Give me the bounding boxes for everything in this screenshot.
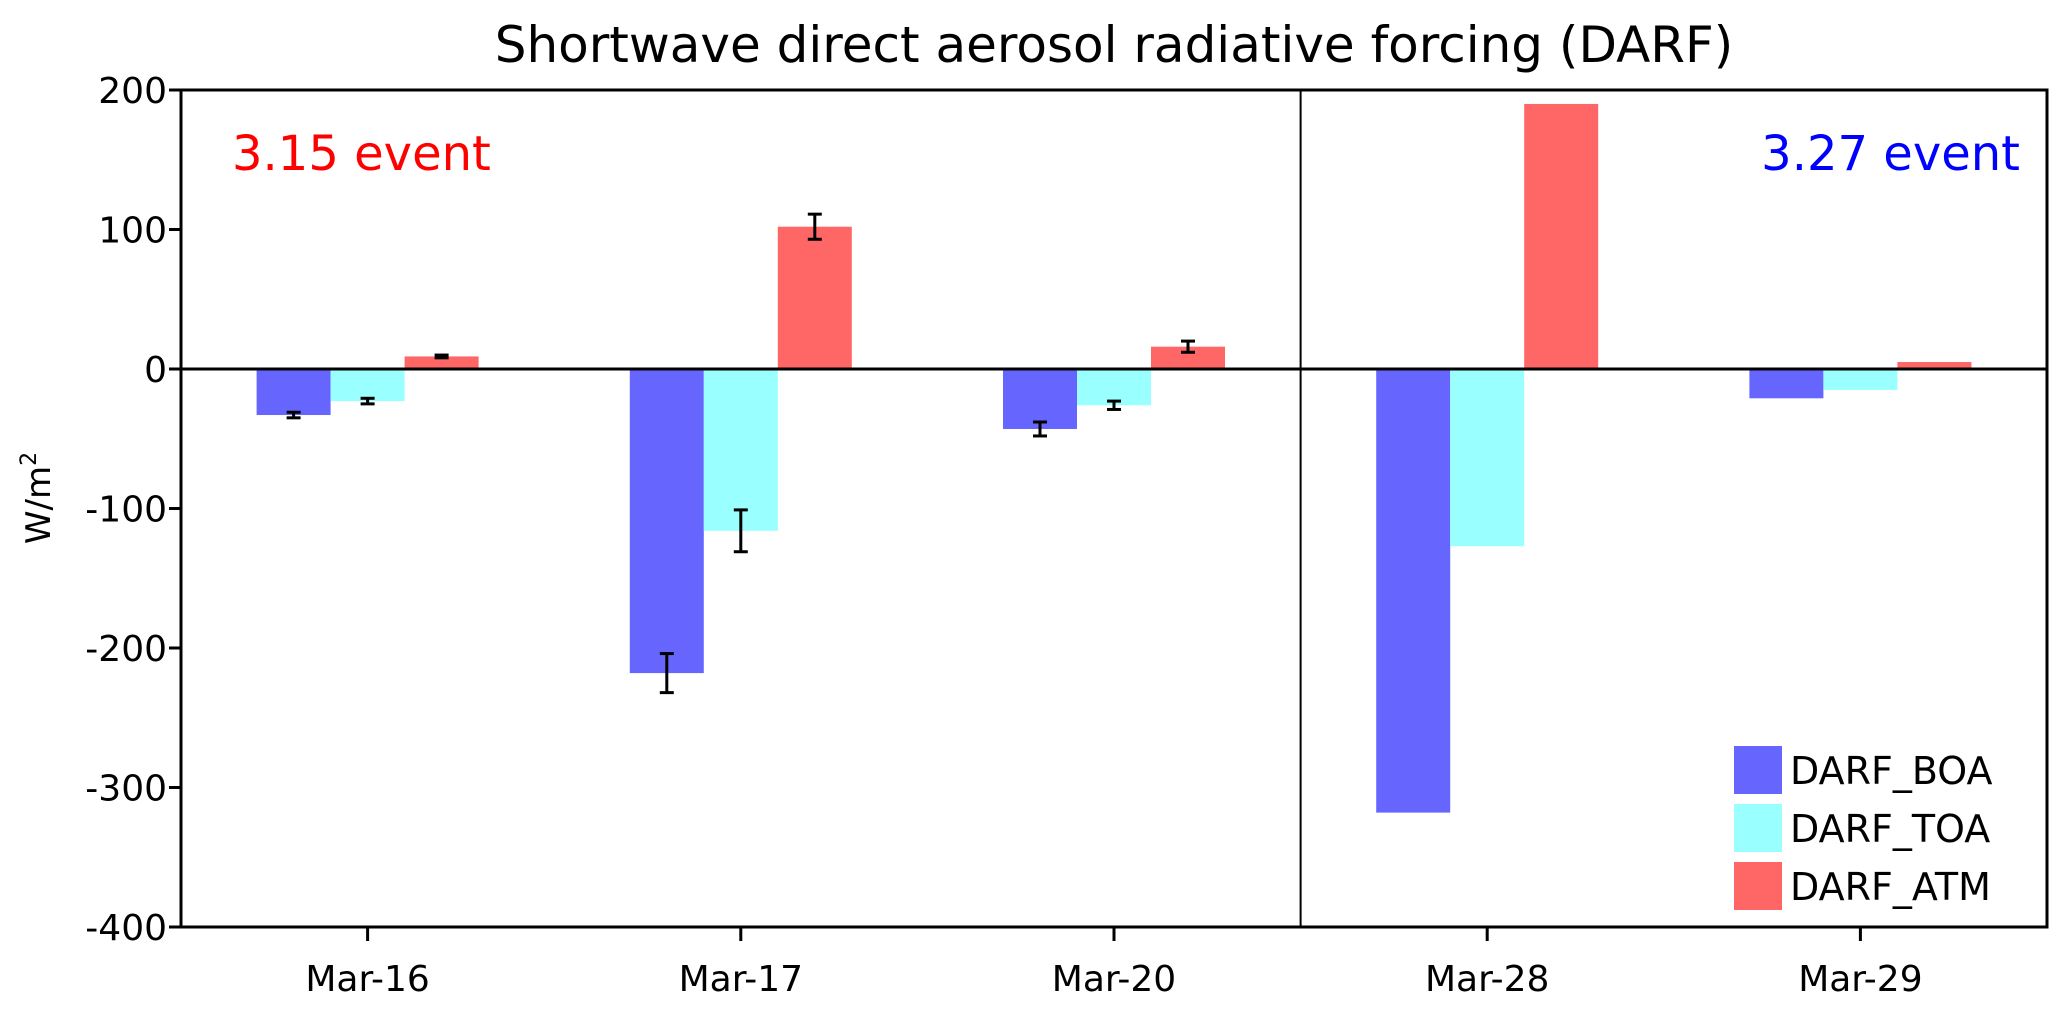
bar-darf-atm-mar-20 (1151, 346, 1225, 369)
y-tick-label: 100 (98, 211, 167, 252)
legend-swatch-darf-atm (1734, 862, 1782, 910)
x-tick-label-mar-17: Mar-17 (679, 959, 803, 1000)
bar-darf-boa-mar-16 (256, 369, 331, 416)
bar-darf-atm-mar-28 (1524, 103, 1599, 369)
bar-darf-atm-mar-29 (1897, 362, 1972, 369)
y-tick-label: -400 (85, 908, 167, 949)
annotation-3-27-event: 3.27 event (1761, 126, 2020, 182)
bar-darf-boa-mar-17 (629, 369, 704, 674)
legend-label-darf-toa: DARF_TOA (1790, 807, 1990, 851)
y-axis-label-text: W/m (19, 466, 59, 544)
bar-darf-toa-mar-29 (1823, 369, 1898, 390)
bar-darf-boa-mar-28 (1376, 369, 1451, 813)
bar-darf-toa-mar-16 (330, 369, 405, 402)
y-axis-label: W/m2 (17, 452, 59, 544)
y-tick-label: -300 (85, 769, 167, 810)
svg-text:W/m2: W/m2 (17, 452, 59, 544)
y-tick-label: 0 (144, 350, 167, 391)
bar-darf-atm-mar-16 (404, 356, 479, 369)
x-tick-label-mar-29: Mar-29 (1798, 959, 1922, 1000)
bar-darf-atm-mar-17 (777, 226, 852, 369)
y-tick-label: -200 (85, 629, 167, 670)
bar-darf-toa-mar-17 (703, 369, 778, 531)
legend-swatch-darf-boa (1734, 746, 1782, 794)
legend-label-darf-boa: DARF_BOA (1790, 749, 1993, 793)
x-tick-label-mar-20: Mar-20 (1052, 959, 1176, 1000)
bar-darf-boa-mar-20 (1003, 369, 1077, 429)
plot-frame (179, 88, 2049, 929)
x-tick-label-mar-16: Mar-16 (305, 959, 429, 1000)
annotation-3-15-event: 3.15 event (232, 126, 491, 182)
y-axis-label-superscript: 2 (17, 452, 42, 466)
bar-darf-boa-mar-29 (1749, 369, 1824, 399)
y-tick-label: -100 (85, 490, 167, 531)
legend-label-darf-atm: DARF_ATM (1790, 865, 1991, 909)
chart-title: Shortwave direct aerosol radiative forci… (495, 16, 1734, 74)
legend-swatch-darf-toa (1734, 804, 1782, 852)
x-tick-label-mar-28: Mar-28 (1425, 959, 1549, 1000)
y-tick-label: 200 (98, 71, 167, 112)
bar-darf-toa-mar-28 (1450, 369, 1525, 547)
bar-darf-toa-mar-20 (1077, 369, 1151, 406)
